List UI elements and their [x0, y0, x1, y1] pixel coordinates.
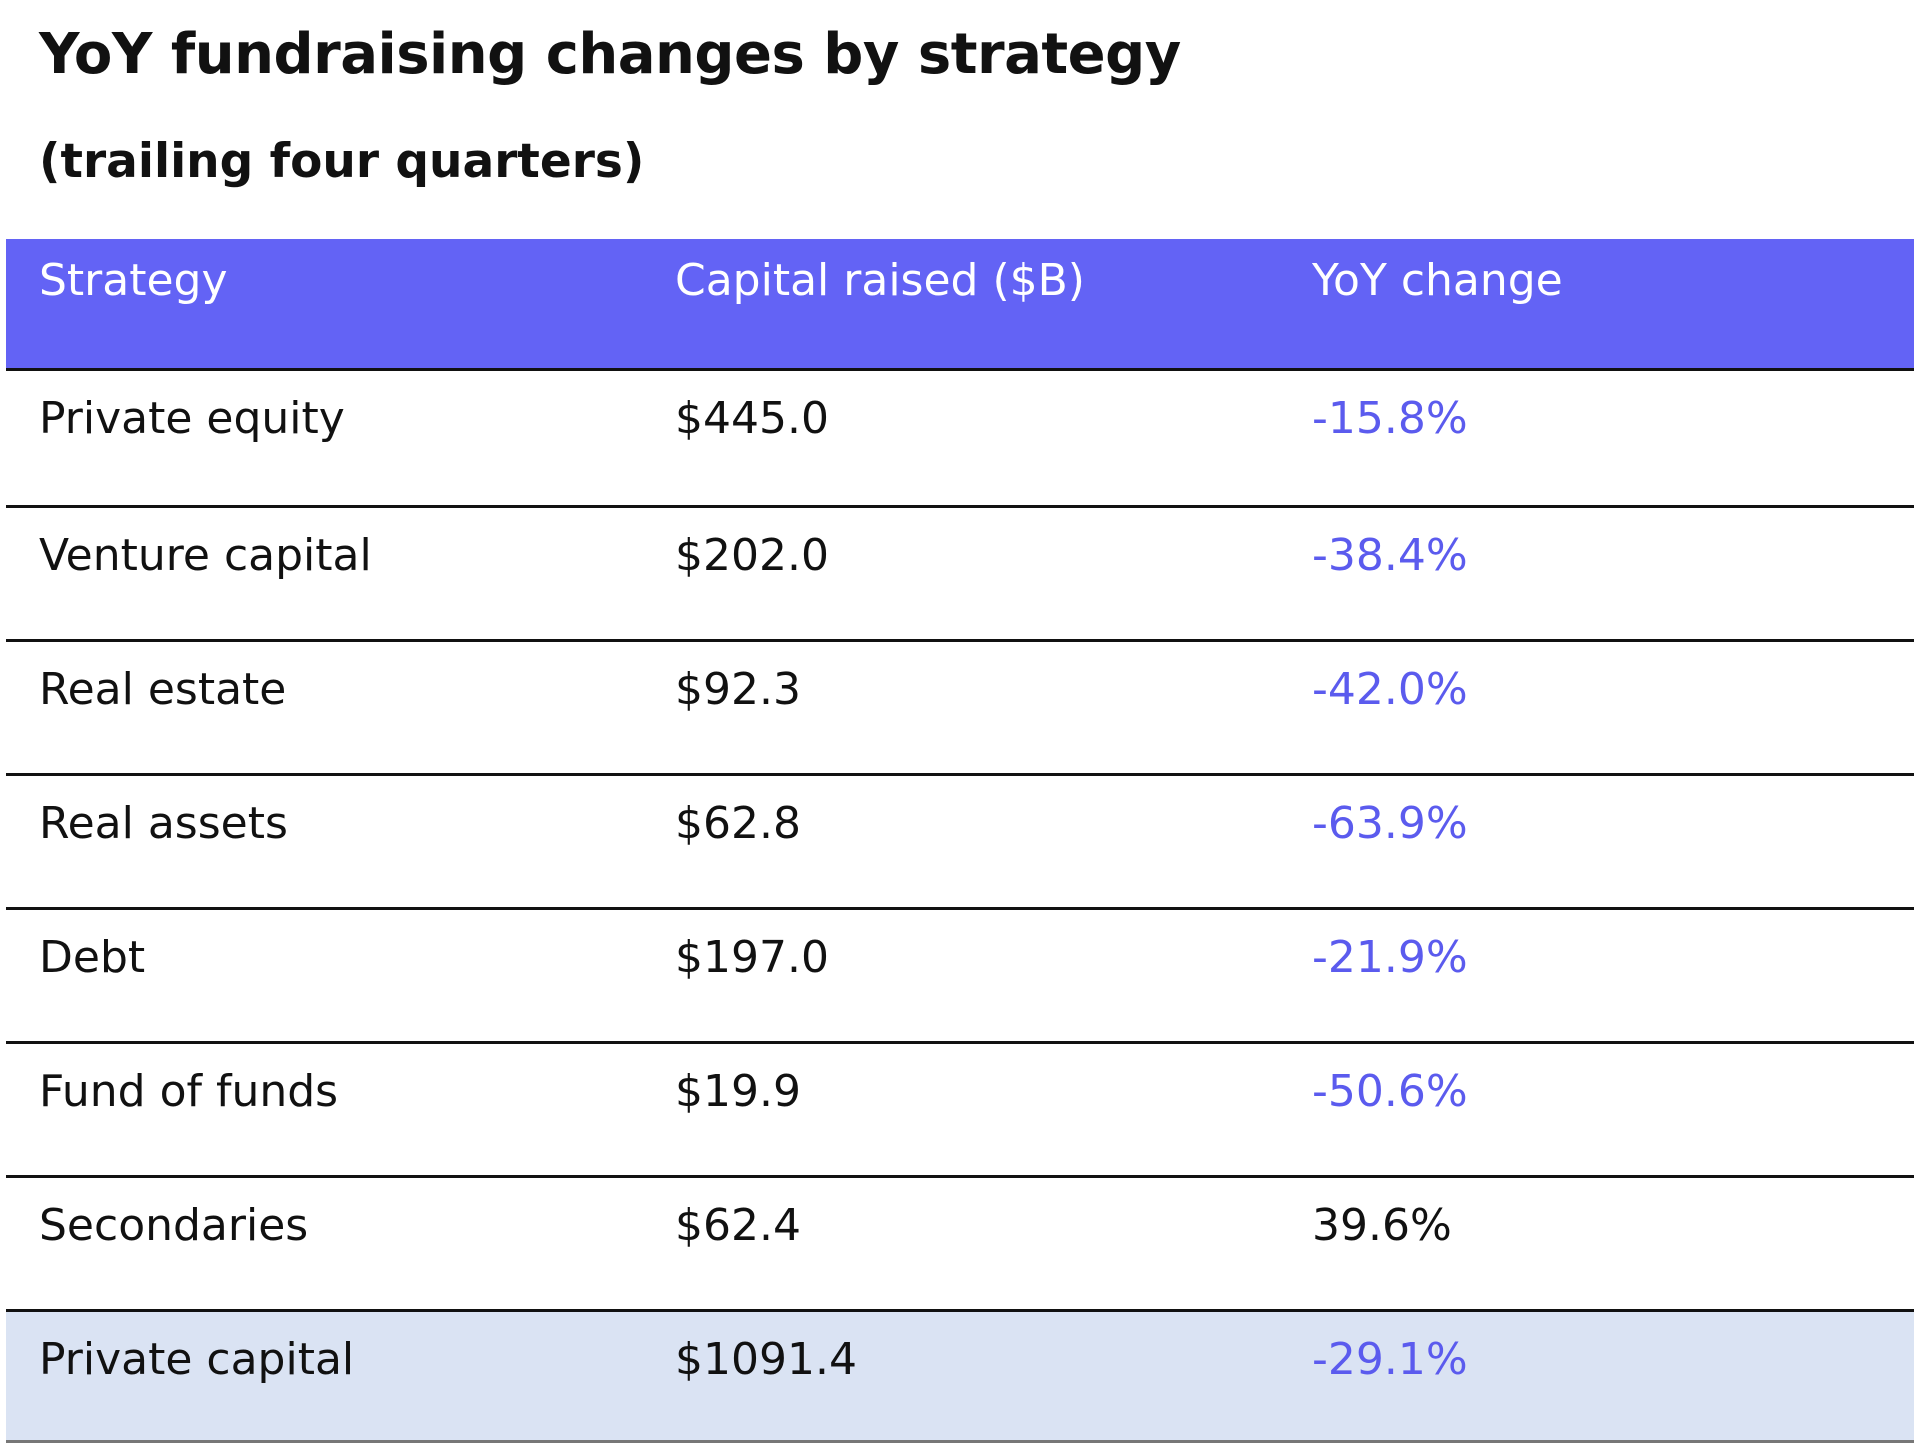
table-cell: Real estate — [39, 664, 287, 715]
table-cell: $197.0 — [675, 932, 829, 983]
table-cell: Debt — [39, 932, 146, 983]
table-cell: Fund of funds — [39, 1066, 339, 1117]
table-cell: Secondaries — [39, 1200, 309, 1251]
table-row: Venture capital $202.0 -38.4% — [6, 505, 1914, 639]
table-cell: $1091.4 — [675, 1334, 857, 1385]
table-cell: Private capital — [39, 1334, 355, 1385]
table-cell: -42.0% — [1312, 664, 1468, 715]
table-cell: $62.8 — [675, 798, 801, 849]
table-cell: $19.9 — [675, 1066, 801, 1117]
table-cell: $202.0 — [675, 530, 829, 581]
subtitle: (trailing four quarters) — [39, 134, 645, 189]
table-cell: Private equity — [39, 393, 345, 444]
table-row: Real estate $92.3 -42.0% — [6, 639, 1914, 773]
title: YoY fundraising changes by strategy — [39, 22, 1181, 87]
column-header: Capital raised ($B) — [675, 255, 1085, 306]
table-row: Secondaries $62.4 39.6% — [6, 1175, 1914, 1309]
table-row: Fund of funds $19.9 -50.6% — [6, 1041, 1914, 1175]
table-cell: Venture capital — [39, 530, 372, 581]
table: Strategy Capital raised ($B) YoY change Pri… — [6, 239, 1914, 1443]
table-cell: -21.9% — [1312, 932, 1468, 983]
table-row: Real assets $62.8 -63.9% — [6, 773, 1914, 907]
table-cell: -50.6% — [1312, 1066, 1468, 1117]
table-cell: -29.1% — [1312, 1334, 1468, 1385]
table-cell: Real assets — [39, 798, 288, 849]
table-cell: -15.8% — [1312, 393, 1468, 444]
table-row: Private equity $445.0 -15.8% — [6, 371, 1914, 505]
header-row: Strategy Capital raised ($B) YoY change — [6, 239, 1914, 371]
column-header: Strategy — [39, 255, 228, 306]
table-cell: $445.0 — [675, 393, 829, 444]
table-cell: $92.3 — [675, 664, 801, 715]
table-cell: 39.6% — [1312, 1200, 1452, 1251]
table-cell: $62.4 — [675, 1200, 801, 1251]
total-row: Private capital $1091.4 -29.1% — [6, 1309, 1914, 1443]
table-cell: -63.9% — [1312, 798, 1468, 849]
column-header: YoY change — [1312, 255, 1563, 306]
table-cell: -38.4% — [1312, 530, 1468, 581]
table-row: Debt $197.0 -21.9% — [6, 907, 1914, 1041]
